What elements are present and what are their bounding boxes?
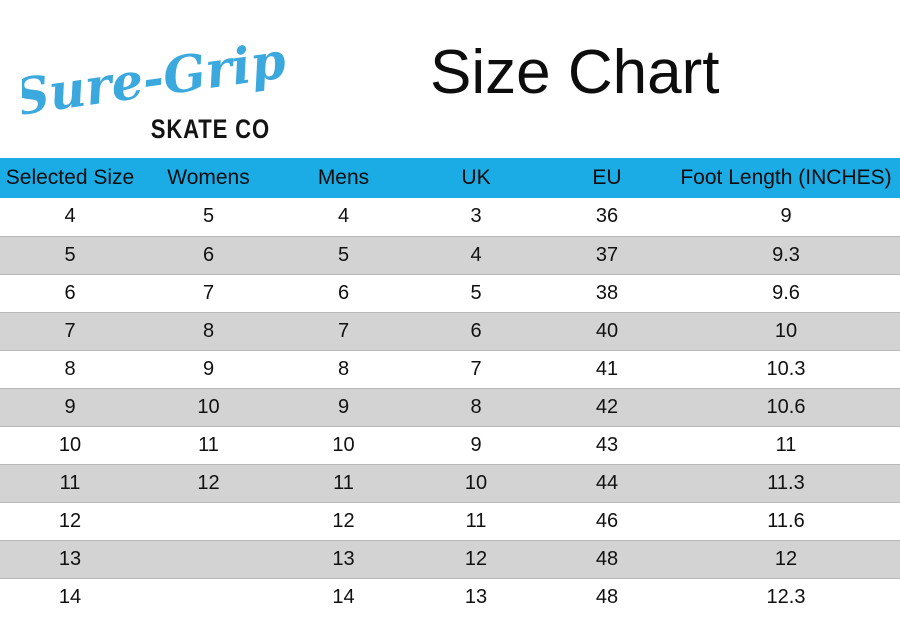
table-row: 4 5 4 3 36 9	[0, 198, 900, 236]
table-row: 8 9 8 7 41 10.3	[0, 350, 900, 388]
table-row: 5 6 5 4 37 9.3	[0, 236, 900, 274]
table-header-row: Selected Size Womens Mens UK EU Foot Length (…	[0, 158, 900, 198]
table-cell: 11	[775, 433, 797, 456]
table-cell: 7	[64, 319, 76, 342]
table-cell: 13	[464, 585, 488, 608]
table-cell: 40	[595, 319, 619, 342]
column-header: Mens	[317, 166, 370, 189]
table-row: 13 13 12 48 12	[0, 540, 900, 578]
table-cell: 9.6	[772, 281, 800, 304]
column-header: Foot Length (INCHES)	[680, 166, 892, 189]
table-cell: 12	[58, 509, 82, 532]
table-cell: 11	[198, 433, 219, 456]
table-cell: 8	[470, 395, 482, 418]
table-cell: 4	[337, 205, 350, 228]
table-cell: 5	[64, 243, 76, 266]
table-row: 9 10 9 8 42 10.6	[0, 388, 900, 426]
table-row: 11 12 11 10 44 11.3	[0, 464, 900, 502]
table-cell: 10	[58, 433, 82, 456]
table-cell: 44	[595, 471, 619, 494]
table-cell: 13	[58, 547, 82, 570]
column-header: EU	[592, 166, 622, 189]
table-cell	[140, 502, 277, 540]
table-cell: 3	[470, 205, 482, 228]
table-cell: 11.3	[767, 471, 805, 494]
table-cell: 11	[59, 471, 81, 494]
table-cell: 37	[595, 243, 619, 266]
table-cell: 11	[333, 471, 354, 494]
table-row: 12 12 11 46 11.6	[0, 502, 900, 540]
table-row: 6 7 6 5 38 9.6	[0, 274, 900, 312]
table-cell: 12	[464, 547, 488, 570]
table-cell: 11	[465, 509, 487, 532]
table-cell: 6	[337, 281, 350, 304]
column-header: Womens	[167, 166, 250, 189]
table-cell: 6	[202, 243, 215, 266]
table-cell: 9	[470, 433, 482, 456]
table-cell: 8	[337, 357, 350, 380]
table-cell: 11.6	[767, 509, 805, 532]
table-cell: 4	[470, 243, 482, 266]
table-cell: 4	[64, 205, 76, 228]
size-table-body: 4 5 4 3 36 9 5 6 5 4 37 9.3 6 7 6 5 38 9.6 7 8 7 6 40 10 8 9 8 7 41 1…	[0, 198, 900, 616]
table-cell: 9.3	[772, 243, 800, 266]
sure-grip-logo: Sure-Grip SKATE CO	[22, 31, 289, 145]
page-header: Sure-Grip SKATE CO Size Chart	[0, 0, 900, 158]
column-header: UK	[461, 166, 491, 189]
table-cell: 14	[58, 585, 82, 608]
table-cell: 5	[202, 205, 215, 228]
table-cell: 13	[332, 547, 355, 570]
table-cell: 9	[64, 395, 76, 418]
table-cell: 48	[595, 547, 619, 570]
table-cell: 7	[337, 319, 350, 342]
table-row: 14 14 13 48 12.3	[0, 578, 900, 616]
table-cell: 5	[470, 281, 482, 304]
table-cell: 43	[595, 433, 619, 456]
table-cell: 12	[774, 547, 798, 570]
table-cell: 10	[197, 395, 220, 418]
table-cell: 41	[595, 357, 619, 380]
table-row: 7 8 7 6 40 10	[0, 312, 900, 350]
table-cell: 10	[774, 319, 798, 342]
table-cell: 12	[197, 471, 220, 494]
table-cell: 9	[202, 357, 215, 380]
table-cell: 9	[337, 395, 350, 418]
table-cell: 10	[332, 433, 355, 456]
table-cell: 46	[595, 509, 619, 532]
table-cell: 38	[595, 281, 619, 304]
page-title: Size Chart	[430, 38, 720, 107]
table-cell: 14	[332, 585, 355, 608]
table-cell: 12	[332, 509, 355, 532]
table-cell: 7	[202, 281, 215, 304]
logo-script-text: Sure-Grip	[22, 31, 289, 128]
table-cell	[140, 540, 277, 578]
table-cell: 42	[595, 395, 619, 418]
table-cell: 10.6	[766, 395, 806, 418]
table-cell: 10	[464, 471, 488, 494]
table-cell: 8	[202, 319, 215, 342]
table-cell: 9	[780, 205, 792, 228]
table-cell: 6	[64, 281, 76, 304]
table-cell: 8	[64, 357, 76, 380]
table-cell	[140, 578, 277, 616]
logo-sub-text: SKATE CO	[151, 115, 270, 145]
table-cell: 36	[595, 205, 619, 228]
size-chart-table: Selected Size Womens Mens UK EU Foot Length (…	[0, 158, 900, 616]
table-cell: 12.3	[766, 585, 806, 608]
table-cell: 5	[337, 243, 350, 266]
table-cell: 7	[470, 357, 482, 380]
table-cell: 6	[470, 319, 482, 342]
table-row: 10 11 10 9 43 11	[0, 426, 900, 464]
column-header: Selected Size	[5, 166, 135, 189]
table-cell: 48	[595, 585, 619, 608]
table-cell: 10.3	[766, 357, 806, 380]
